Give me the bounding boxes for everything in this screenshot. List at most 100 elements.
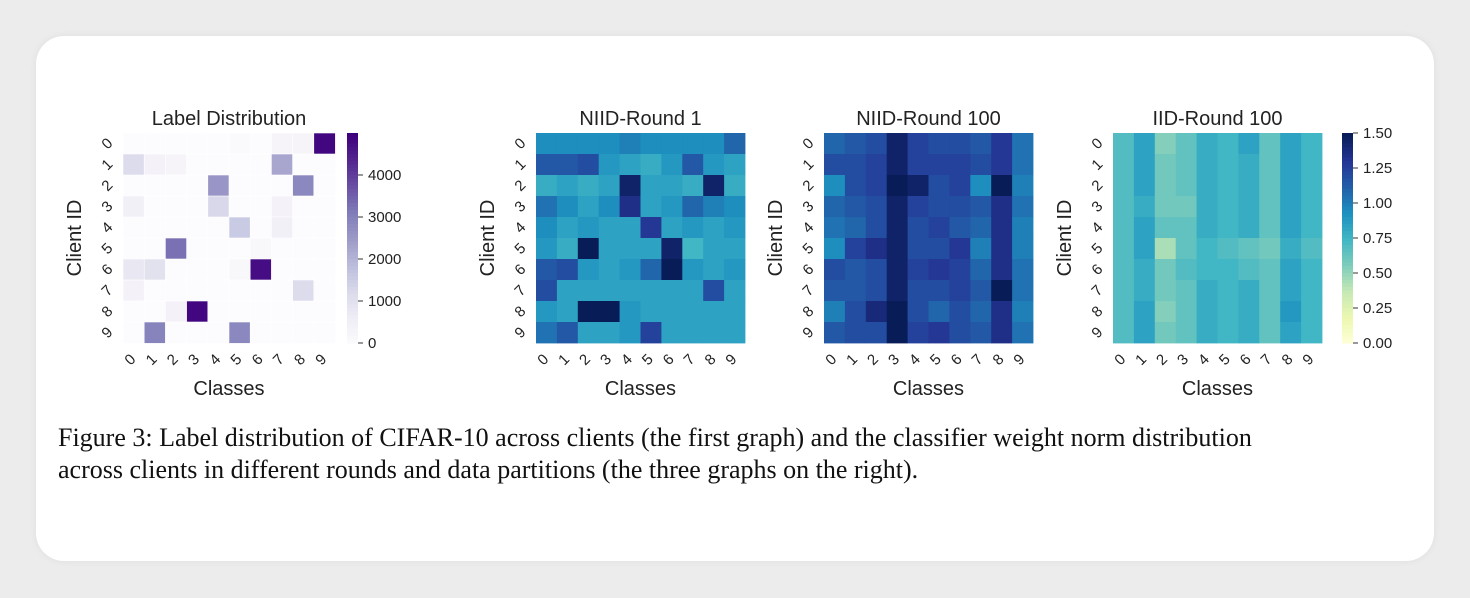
heatmap-cell — [556, 238, 579, 260]
heatmap-cell — [640, 322, 662, 344]
colorbar-segment — [347, 248, 358, 253]
heatmap-cell — [271, 132, 294, 155]
heatmap-cell — [661, 154, 683, 176]
colorbar-segment — [1342, 206, 1353, 211]
heatmap-cell — [536, 217, 558, 239]
heatmap-cell — [536, 280, 558, 302]
colorbar-segment — [1342, 315, 1353, 319]
heatmap-cell — [143, 258, 167, 281]
heatmap-cell — [1259, 259, 1281, 281]
colorbar-segment — [1342, 213, 1353, 218]
colorbar-segment — [347, 154, 358, 158]
heatmap-cell — [703, 175, 725, 197]
colorbar-segment — [347, 283, 358, 288]
heatmap-cell — [536, 196, 558, 218]
colorbar-segment — [347, 252, 358, 256]
heatmap-cell — [556, 196, 579, 218]
y-tick-label: 0 — [799, 135, 817, 153]
heatmap-cell — [824, 133, 846, 155]
colorbar-segment — [347, 157, 358, 162]
figure-caption: Figure 3: Label distribution of CIFAR-10… — [58, 422, 1418, 486]
heatmap-cell — [186, 279, 209, 302]
colorbar-segment — [1342, 283, 1353, 288]
heatmap-cell — [724, 322, 746, 344]
colorbar-segment — [347, 175, 358, 179]
heatmap-cell — [122, 132, 145, 155]
heatmap-cell — [1113, 238, 1135, 260]
heatmap-cell — [1301, 133, 1323, 155]
heatmap-cell — [186, 216, 209, 239]
heatmap-cell — [886, 301, 908, 323]
heatmap-cell — [577, 238, 600, 260]
y-tick-label: 5 — [1088, 240, 1106, 258]
heatmap-cell — [271, 195, 294, 218]
heatmap-cell — [249, 132, 273, 155]
heatmap-cell — [1175, 196, 1197, 218]
heatmap-cell — [1259, 280, 1281, 302]
heatmap-cell — [724, 196, 746, 218]
x-tick-label: 3 — [1174, 351, 1192, 369]
x-tick-label: 3 — [185, 351, 203, 369]
heatmap-cell — [249, 195, 273, 218]
heatmap-cell — [1113, 154, 1135, 176]
heatmap-cell — [640, 301, 662, 323]
colorbar-segment — [347, 161, 358, 165]
heatmap-cell — [949, 175, 971, 197]
colorbar-segment — [1342, 336, 1353, 340]
heatmap-cell — [682, 259, 704, 281]
heatmap-cell — [1280, 238, 1302, 260]
colorbar-segment — [1342, 147, 1353, 151]
colorbar-segment — [347, 185, 358, 190]
heatmap-cell — [949, 322, 971, 344]
x-tick-label: 0 — [534, 351, 552, 369]
heatmap-cell — [1238, 196, 1260, 218]
colorbar-segment — [1342, 255, 1353, 260]
x-tick-label: 4 — [906, 351, 924, 369]
x-tick-label: 2 — [576, 351, 594, 369]
heatmap-cell — [577, 154, 600, 176]
heatmap-cell — [536, 154, 558, 176]
x-tick-label: 1 — [1132, 351, 1150, 369]
heatmap-cell — [577, 259, 600, 281]
heatmap-cell — [1012, 154, 1034, 176]
colorbar-segment — [347, 290, 358, 295]
colorbar-segment — [347, 259, 358, 263]
heatmap-cell — [886, 322, 908, 344]
colorbar-segment — [347, 266, 358, 270]
colorbar-segment — [1342, 269, 1353, 274]
heatmap-cell — [703, 301, 725, 323]
heatmap-cell — [640, 280, 662, 302]
colorbar-segment — [1342, 308, 1353, 312]
heatmap-cell — [143, 153, 167, 176]
heatmap-cell — [292, 195, 315, 218]
heatmap-cell — [1301, 154, 1323, 176]
heatmap-cell — [824, 280, 846, 302]
heatmap-cell — [970, 196, 992, 218]
heatmap-cell — [724, 154, 746, 176]
colorbar-segment — [347, 133, 358, 137]
x-tick-label: 7 — [969, 351, 987, 369]
y-tick-label: 6 — [799, 261, 817, 279]
heatmap-cell — [619, 196, 641, 218]
heatmap-cell — [292, 132, 315, 155]
x-tick-label: 6 — [948, 351, 966, 369]
heatmap-panel-4: IID-Round 1000 1 2 3 4 5 6 7 8 90123456789Classes… — [1054, 108, 1392, 400]
heatmap-cell — [1175, 259, 1197, 281]
y-tick-label: 5 — [511, 240, 529, 258]
heatmap-cell — [122, 321, 145, 344]
heatmap-cell — [143, 300, 167, 323]
heatmap-cell — [682, 238, 704, 260]
heatmap-cell — [207, 216, 230, 239]
heatmap-cell — [1012, 259, 1034, 281]
heatmap-cell — [122, 174, 145, 197]
x-tick-label: 9 — [1299, 351, 1317, 369]
y-tick-label: 3 — [511, 198, 529, 216]
colorbar-segment — [1342, 161, 1353, 165]
heatmap-cell — [1280, 301, 1302, 323]
heatmap-cell — [844, 259, 867, 281]
heatmap-cell — [1175, 280, 1197, 302]
heatmap-cell — [1175, 238, 1197, 260]
heatmap-cell — [640, 196, 662, 218]
heatmap-cell — [865, 154, 888, 176]
heatmap-cell — [1217, 196, 1239, 218]
